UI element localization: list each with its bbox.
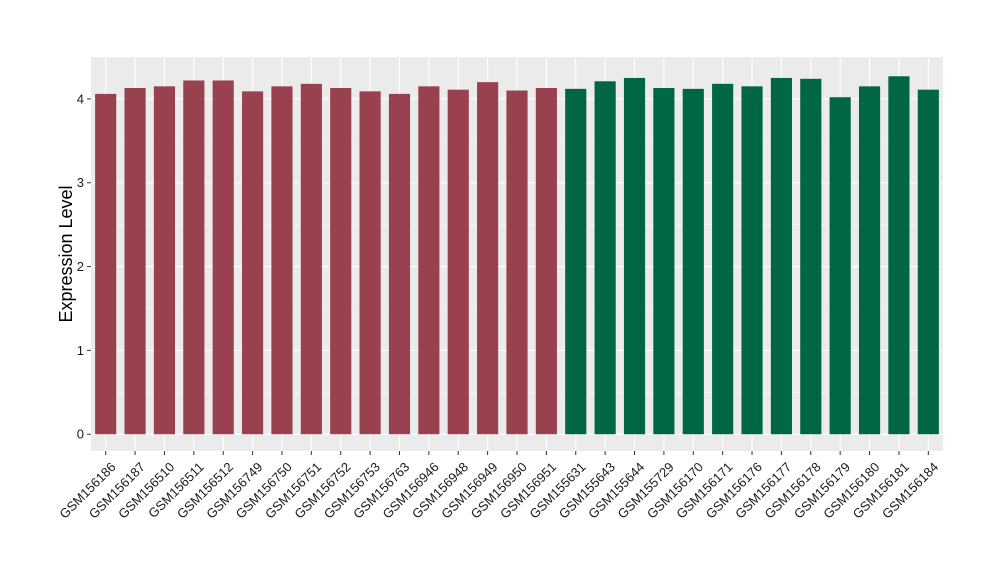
x-axis: GSM156186GSM156187GSM156510GSM156511GSM1… — [56, 451, 941, 522]
bar — [829, 97, 851, 435]
y-tick-label: 4 — [77, 91, 84, 106]
bars — [95, 76, 939, 435]
bar — [594, 81, 616, 435]
bar — [917, 89, 939, 435]
bar — [388, 93, 411, 435]
y-tick-label: 2 — [77, 259, 84, 274]
y-axis: 0 1 2 3 4 — [77, 91, 91, 442]
bar — [712, 83, 734, 435]
bar — [447, 89, 469, 435]
bar — [300, 83, 322, 435]
bar — [212, 80, 234, 435]
y-tick-label: 3 — [77, 175, 84, 190]
y-axis-title: Expression Level — [56, 185, 76, 322]
bar — [888, 76, 910, 435]
bar — [653, 88, 675, 435]
y-tick-label: 1 — [77, 343, 84, 358]
bar — [535, 88, 557, 435]
bar — [858, 86, 881, 435]
bar — [153, 86, 176, 435]
bar — [741, 86, 763, 435]
bar — [95, 93, 117, 435]
bar — [271, 86, 293, 435]
bar — [682, 88, 704, 435]
bar — [565, 88, 587, 435]
bar — [506, 90, 528, 435]
y-tick-label: 0 — [77, 427, 84, 442]
bar — [330, 88, 352, 435]
bar — [124, 88, 146, 435]
bar — [477, 82, 499, 435]
bar — [623, 77, 646, 435]
bar — [770, 77, 792, 435]
bar — [242, 91, 264, 435]
bar — [359, 91, 381, 435]
bar — [800, 78, 822, 435]
bar — [418, 86, 440, 435]
bar — [183, 80, 205, 435]
